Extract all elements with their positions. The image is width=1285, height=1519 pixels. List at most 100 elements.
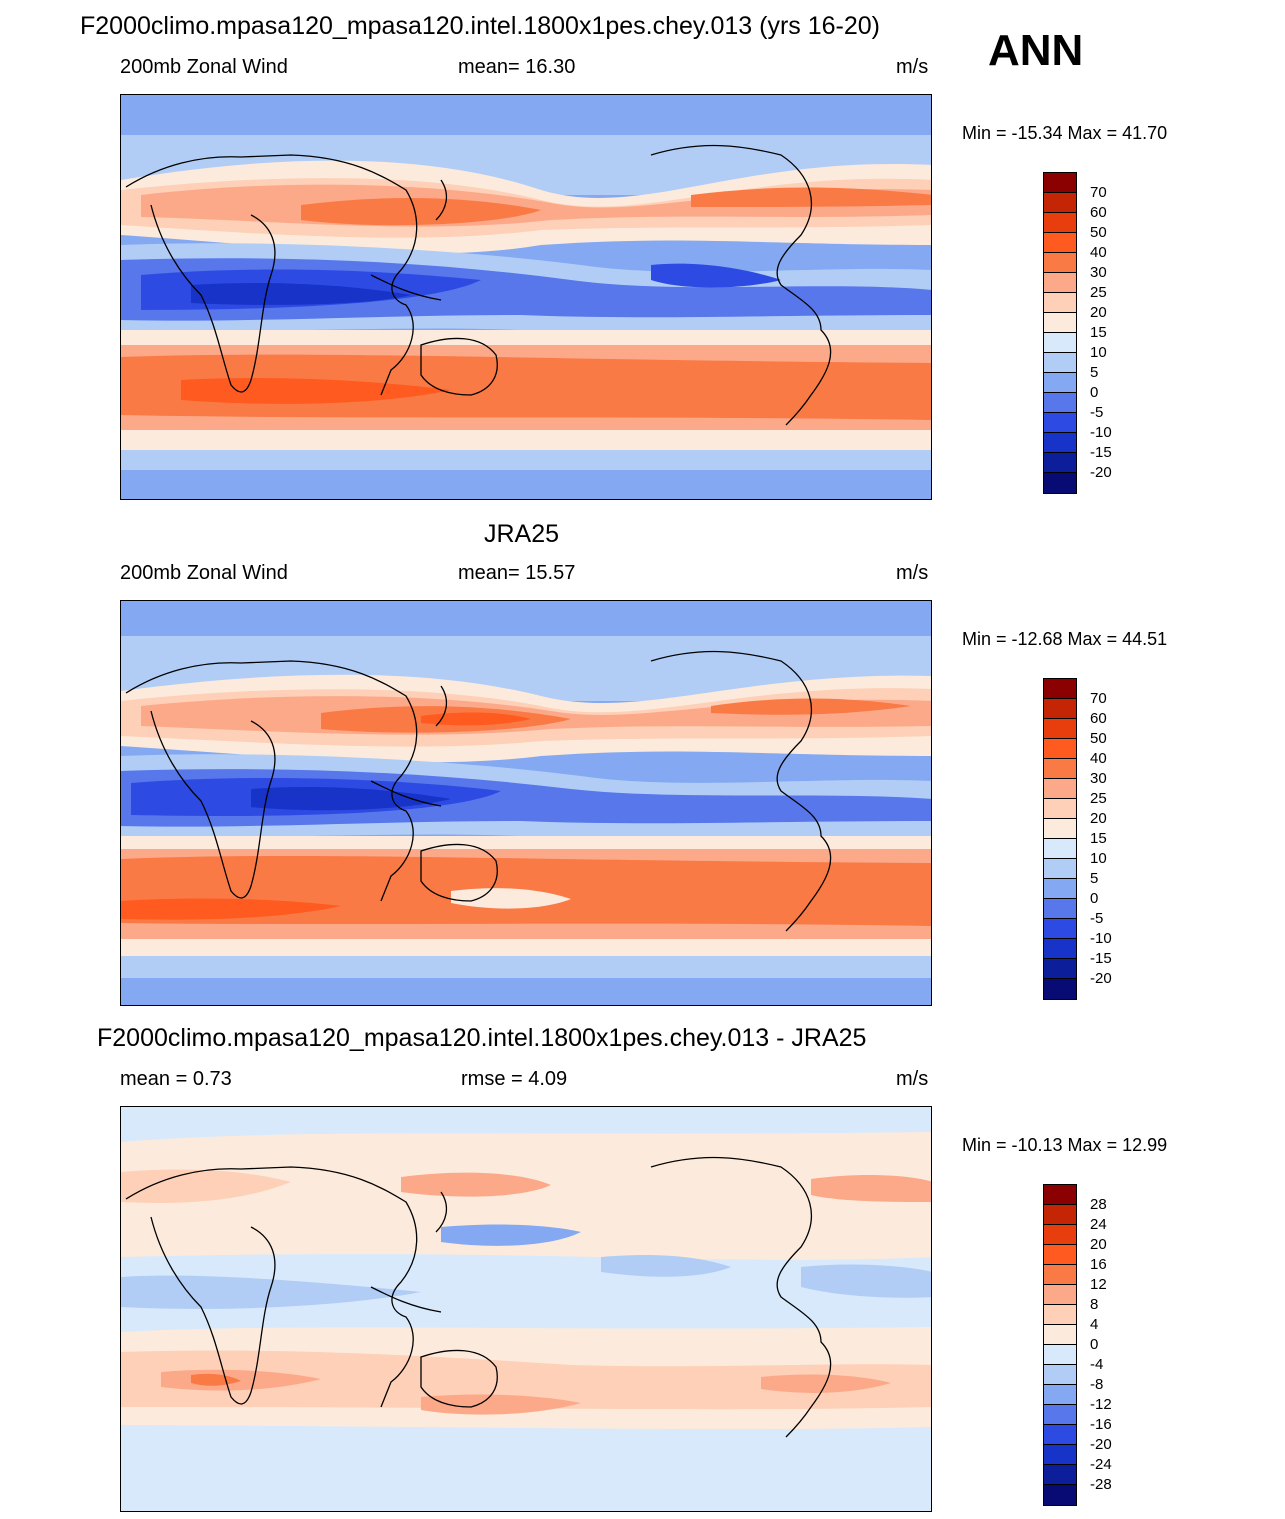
panel-3-colorbar <box>1043 1184 1077 1506</box>
colorbar-swatch <box>1044 679 1076 699</box>
colorbar-swatch <box>1044 1245 1076 1265</box>
colorbar-swatch <box>1044 1485 1076 1505</box>
panel-2-units-label: m/s <box>896 562 929 584</box>
panel-1-colorbar-tick: 50 <box>1090 224 1107 241</box>
panel-1-colorbar-tick: -10 <box>1090 424 1112 441</box>
colorbar-swatch <box>1044 1445 1076 1465</box>
colorbar-swatch <box>1044 473 1076 493</box>
panel-1-colorbar-tick: 40 <box>1090 244 1107 261</box>
panel-2-colorbar-tick: -15 <box>1090 950 1112 967</box>
panel-2-colorbar-tick: 10 <box>1090 850 1107 867</box>
panel-2-minmax: Min = -12.68 Max = 44.51 <box>962 629 1168 649</box>
panel-3-colorbar-tick: 8 <box>1090 1296 1099 1313</box>
panel-2-colorbar-tick: 5 <box>1090 870 1099 887</box>
panel-2-title: JRA25 <box>484 520 560 548</box>
panel-2-colorbar-tick: 50 <box>1090 730 1107 747</box>
panel-2-colorbar-tick: -20 <box>1090 970 1112 987</box>
colorbar-swatch <box>1044 879 1076 899</box>
colorbar-swatch <box>1044 1205 1076 1225</box>
colorbar-swatch <box>1044 313 1076 333</box>
panel-1-colorbar-tick: -5 <box>1090 404 1104 421</box>
colorbar-swatch <box>1044 759 1076 779</box>
panel-2-colorbar-tick: 25 <box>1090 790 1107 807</box>
colorbar-swatch <box>1044 353 1076 373</box>
colorbar-swatch <box>1044 233 1076 253</box>
panel-1-colorbar-tick: 60 <box>1090 204 1107 221</box>
panel-1-contour-field <box>121 95 931 499</box>
colorbar-swatch <box>1044 1225 1076 1245</box>
colorbar-swatch <box>1044 1385 1076 1405</box>
colorbar-swatch <box>1044 779 1076 799</box>
panel-3-colorbar-tick: 28 <box>1090 1196 1107 1213</box>
colorbar-swatch <box>1044 919 1076 939</box>
panel-2-colorbar-tick: -10 <box>1090 930 1112 947</box>
panel-3-colorbar-tick: 4 <box>1090 1316 1099 1333</box>
panel-3-minmax: Min = -10.13 Max = 12.99 <box>962 1135 1168 1155</box>
panel-3-mean-label: mean = 0.73 <box>120 1068 232 1090</box>
panel-1-units-label: m/s <box>896 56 929 78</box>
colorbar-swatch <box>1044 719 1076 739</box>
season-label: ANN <box>988 26 1084 75</box>
panel-1-minmax: Min = -15.34 Max = 41.70 <box>962 123 1168 143</box>
panel-1-colorbar-tick: -15 <box>1090 444 1112 461</box>
colorbar-swatch <box>1044 433 1076 453</box>
colorbar-swatch <box>1044 839 1076 859</box>
colorbar-swatch <box>1044 293 1076 313</box>
panel-3-map <box>120 1106 932 1512</box>
panel-1-title: F2000climo.mpasa120_mpasa120.intel.1800x… <box>80 12 881 40</box>
panel-2-colorbar-tick: 20 <box>1090 810 1107 827</box>
panel-1-variable-label: 200mb Zonal Wind <box>120 56 288 78</box>
panel-3-colorbar-tick: -28 <box>1090 1476 1112 1493</box>
panel-2-colorbar <box>1043 678 1077 1000</box>
panel-1-colorbar-tick: 0 <box>1090 384 1099 401</box>
panel-3-colorbar-tick: 24 <box>1090 1216 1107 1233</box>
colorbar-swatch <box>1044 173 1076 193</box>
colorbar-swatch <box>1044 1265 1076 1285</box>
colorbar-swatch <box>1044 859 1076 879</box>
panel-3-colorbar-tick: -4 <box>1090 1356 1104 1373</box>
panel-1-colorbar-tick: 30 <box>1090 264 1107 281</box>
panel-2-colorbar-tick: 15 <box>1090 830 1107 847</box>
colorbar-swatch <box>1044 959 1076 979</box>
colorbar-swatch <box>1044 899 1076 919</box>
panel-1-colorbar-tick: 20 <box>1090 304 1107 321</box>
colorbar-swatch <box>1044 1285 1076 1305</box>
colorbar-swatch <box>1044 393 1076 413</box>
panel-3-colorbar-tick: -20 <box>1090 1436 1112 1453</box>
panel-1-colorbar-tick: 70 <box>1090 184 1107 201</box>
colorbar-swatch <box>1044 1425 1076 1445</box>
colorbar-swatch <box>1044 1305 1076 1325</box>
colorbar-swatch <box>1044 213 1076 233</box>
colorbar-swatch <box>1044 333 1076 353</box>
panel-1-mean-label: mean= 16.30 <box>458 56 576 78</box>
colorbar-swatch <box>1044 273 1076 293</box>
panel-3-colorbar-tick: -24 <box>1090 1456 1112 1473</box>
panel-3-colorbar-tick: 12 <box>1090 1276 1107 1293</box>
colorbar-swatch <box>1044 453 1076 473</box>
panel-3-colorbar-tick: -16 <box>1090 1416 1112 1433</box>
panel-3-colorbar-tick: -8 <box>1090 1376 1104 1393</box>
colorbar-swatch <box>1044 413 1076 433</box>
panel-2-colorbar-tick: 40 <box>1090 750 1107 767</box>
panel-1-colorbar-tick: 5 <box>1090 364 1099 381</box>
colorbar-swatch <box>1044 1185 1076 1205</box>
panel-3-colorbar-tick: -12 <box>1090 1396 1112 1413</box>
colorbar-swatch <box>1044 1465 1076 1485</box>
colorbar-swatch <box>1044 193 1076 213</box>
colorbar-swatch <box>1044 373 1076 393</box>
colorbar-swatch <box>1044 253 1076 273</box>
colorbar-swatch <box>1044 1405 1076 1425</box>
panel-2-colorbar-tick: 60 <box>1090 710 1107 727</box>
panel-1-colorbar-tick: 10 <box>1090 344 1107 361</box>
panel-2-map <box>120 600 932 1006</box>
panel-1-colorbar-tick: -20 <box>1090 464 1112 481</box>
panel-3-colorbar-tick: 0 <box>1090 1336 1099 1353</box>
colorbar-swatch <box>1044 799 1076 819</box>
panel-3-rmse-label: rmse = 4.09 <box>461 1068 568 1090</box>
colorbar-swatch <box>1044 939 1076 959</box>
colorbar-swatch <box>1044 699 1076 719</box>
panel-3-contour-field <box>121 1107 931 1511</box>
panel-2-variable-label: 200mb Zonal Wind <box>120 562 288 584</box>
colorbar-swatch <box>1044 1325 1076 1345</box>
panel-2-colorbar-tick: 70 <box>1090 690 1107 707</box>
